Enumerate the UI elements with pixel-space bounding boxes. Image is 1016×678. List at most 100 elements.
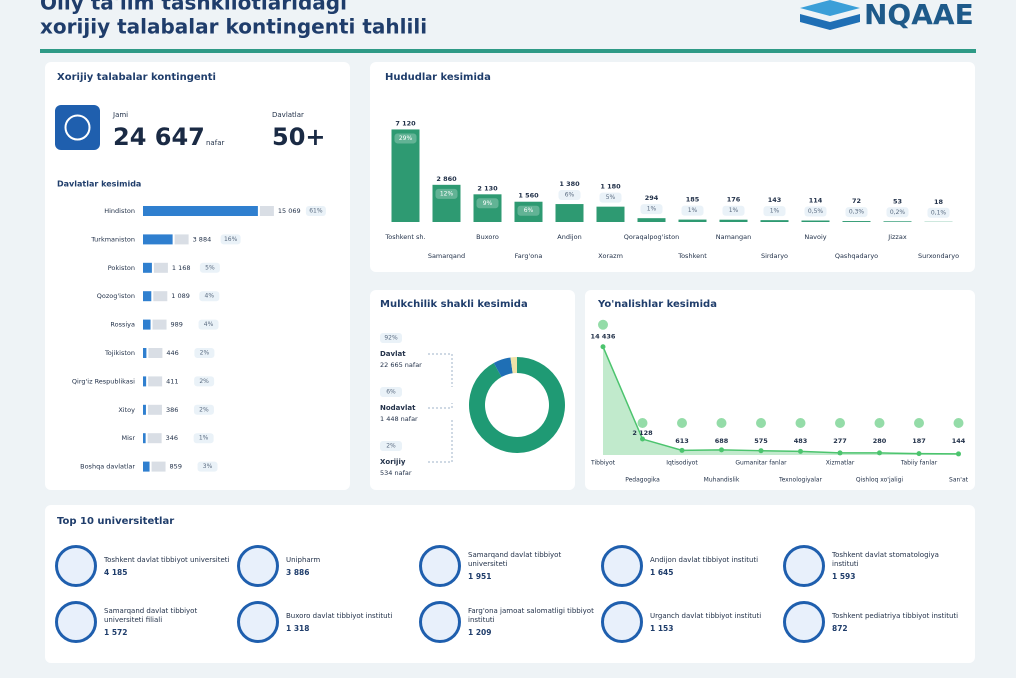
point [640, 436, 645, 442]
value-label: 989 [171, 321, 183, 329]
share-label: 0,1% [931, 209, 947, 216]
icon [835, 418, 845, 428]
value-label: 1 560 [518, 192, 539, 200]
share-pill [886, 207, 909, 218]
university-name: Unipharm [286, 555, 321, 564]
share-label: 2% [200, 350, 210, 357]
panel [45, 62, 350, 490]
university-text: Samarqand davlat tibbiyot universiteti f… [104, 607, 237, 637]
value-label: 53 [893, 197, 902, 205]
value-label: 859 [170, 463, 182, 471]
university-text: Urganch davlat tibbiyot instituti 1 153 [650, 612, 761, 633]
university: Samarqand davlat tibbiyot universiteti f… [55, 594, 237, 650]
point [916, 451, 922, 457]
share-label: 2% [386, 443, 396, 450]
icon [756, 418, 766, 428]
bar [143, 206, 258, 216]
value-label: 1 180 [600, 183, 621, 191]
category-label: Texnologiyalar [778, 477, 823, 484]
bar [678, 219, 707, 222]
category-label: Gumanitar fanlar [735, 460, 787, 467]
bar [143, 319, 151, 330]
flag [152, 319, 167, 330]
university-count: 1 209 [468, 628, 492, 637]
bar [801, 220, 830, 222]
chart-title: Hududlar kesimida [385, 72, 491, 83]
share-label: 4% [205, 293, 215, 300]
icon-glyph [64, 114, 91, 141]
bar [143, 262, 152, 273]
legend-label: Davlat [380, 350, 406, 358]
countries: 50+ [272, 123, 326, 151]
university-name: Urganch davlat tibbiyot instituti [650, 611, 762, 620]
icon [55, 105, 100, 150]
chart-title: Davlatlar kesimida [57, 180, 141, 189]
category-label: Qoraqalpog'iston [624, 233, 680, 241]
category-label: Xitoy [118, 406, 135, 414]
share-pill [845, 207, 868, 218]
flag [148, 376, 163, 387]
value-label: 446 [166, 349, 178, 357]
university-logo [237, 601, 279, 643]
header-rule [40, 49, 976, 53]
share-pill [199, 291, 220, 302]
category-label: Buxoro [476, 233, 499, 241]
share-pill [220, 234, 241, 245]
share-pill [380, 387, 402, 397]
university-count: 4 185 [104, 567, 128, 577]
value-label: 386 [166, 406, 178, 414]
category-label: Turkmaniston [90, 235, 135, 243]
value-label: 114 [809, 197, 823, 205]
university-logo [55, 601, 97, 643]
value-label: 1 448 nafar [380, 415, 418, 423]
connector [428, 419, 453, 463]
value-label: 176 [727, 196, 741, 204]
share-label: 6% [524, 207, 534, 214]
bar [637, 218, 666, 222]
category-label: Qishloq xo'jaligi [856, 477, 904, 484]
share-label: 12% [440, 190, 454, 197]
university: Samarqand davlat tibbiyot universiteti 1 … [419, 538, 601, 594]
category-label: Iqtisodiyot [666, 460, 698, 467]
value-label: 22 665 nafar [380, 361, 422, 369]
value-label: 280 [873, 437, 887, 445]
bar [143, 348, 147, 358]
university-text: Samarqand davlat tibbiyot universiteti 1 … [468, 551, 601, 581]
category-label: Andijon [557, 233, 581, 241]
share-pill [517, 205, 540, 216]
donut-slice [510, 357, 517, 374]
category-label: Farg'ona [515, 252, 543, 260]
category-label: Toshkent sh. [384, 233, 425, 241]
legend-label: Nodavlat [380, 404, 416, 412]
category-label: Qirg'iz Respublikasi [72, 377, 135, 385]
total: 24 647 [113, 123, 205, 151]
value-label: 277 [833, 437, 847, 445]
icon [914, 418, 924, 428]
bar [391, 129, 420, 222]
category-label: Tabiiy fanlar [900, 460, 938, 467]
share-pill [197, 461, 218, 472]
chart-title: Mulkchilik shakli kesimida [380, 299, 528, 310]
panel-title: Xorijiy talabalar kontingenti [57, 72, 216, 83]
bar [719, 219, 748, 222]
flag [153, 291, 168, 302]
share-label: 1% [688, 207, 698, 214]
total-label: Jami [112, 111, 128, 119]
share-label: 6% [386, 389, 396, 396]
university-logo [419, 545, 461, 587]
share-label: 0,5% [808, 208, 824, 215]
university-count: 3 886 [286, 567, 310, 577]
value-label: 294 [645, 194, 659, 202]
share-pill [804, 206, 827, 217]
share-label: 5% [205, 264, 215, 271]
value-label: 2 130 [477, 184, 498, 192]
value-label: 483 [794, 437, 808, 445]
category-label: Namangan [716, 233, 752, 241]
share-label: 3% [203, 463, 213, 470]
bar [143, 461, 150, 472]
bar [596, 206, 625, 222]
share-pill [198, 319, 219, 330]
bar [514, 201, 543, 222]
share-pill [476, 198, 499, 209]
